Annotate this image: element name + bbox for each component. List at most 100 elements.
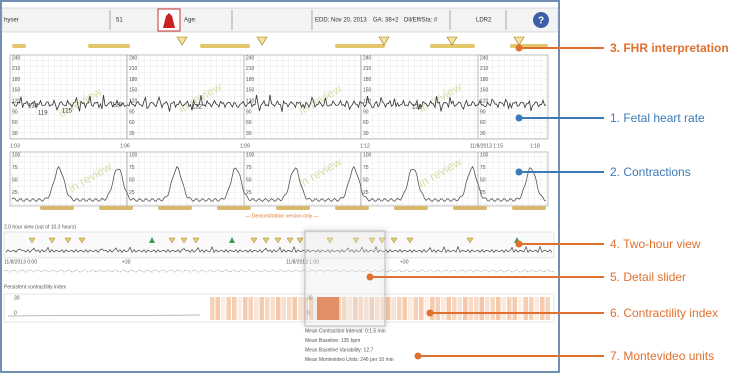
contractility-cell [485, 297, 490, 320]
callout-dot [366, 273, 374, 281]
contractility-cell [496, 297, 501, 320]
contraction-bar [453, 206, 487, 210]
contraction-tick: 100 [129, 152, 138, 158]
demo-notice: — Demonstration version only — [245, 213, 318, 219]
fhr-tick: 90 [129, 109, 135, 115]
contractility-cell [232, 297, 237, 320]
top-bar [1, 7, 559, 33]
callout-dot [515, 240, 523, 248]
fhr-tick: 60 [246, 120, 252, 126]
fhr-tick: 240 [363, 55, 372, 61]
contractility-cell [446, 297, 451, 320]
two-hour-icon [250, 237, 258, 244]
two-hour-icon [262, 237, 270, 244]
fhr-tick: 60 [363, 120, 369, 126]
time-label: 1:09 [240, 143, 250, 149]
interpretation-bar [88, 44, 130, 48]
stat: Mean Baseline Variability: 12.7 [305, 347, 373, 353]
contraction-tick: 25 [129, 190, 135, 196]
contractility-cell [474, 297, 479, 320]
contraction-tick: 25 [363, 190, 369, 196]
contraction-tick: 25 [246, 190, 252, 196]
contractility-cell [545, 297, 550, 320]
contractility-cell [215, 297, 220, 320]
contractility-cell [397, 297, 402, 320]
contraction-bar [335, 206, 369, 210]
bed: LDR2 [476, 18, 492, 24]
ga: GA: 38+2 [373, 18, 399, 24]
two-hour-icon [64, 237, 72, 244]
contractility-cell [287, 297, 292, 320]
fhr-tick: 30 [480, 131, 486, 137]
baseline-label: 135 [28, 104, 39, 110]
stat: Mean Baseline: 135 bpm [305, 338, 360, 344]
two-hour-flag [149, 237, 155, 243]
callout-label: 1. Fetal heart rate [610, 111, 705, 125]
stat: Mean Montevideo Units: 246 per 10 min [305, 357, 394, 363]
time-label: 1:18 [530, 143, 540, 149]
contractility-cell [210, 297, 215, 320]
interpretation-icon [446, 36, 458, 46]
callout-label: 3. FHR interpretation [610, 41, 729, 55]
contractility-cell [479, 297, 484, 320]
interpretation-icon [256, 36, 268, 46]
contractility-cell [386, 297, 391, 320]
callout-label: 2. Contractions [610, 165, 691, 179]
contractility-cell [540, 297, 545, 320]
contractility-tick: 30 [14, 295, 20, 301]
contractility-cell [281, 297, 286, 320]
contraction-trace [11, 165, 547, 203]
two-hour-icon [296, 237, 304, 244]
help-button[interactable] [533, 12, 549, 28]
time-label: 11/8/2013 1:15 [470, 143, 503, 149]
contractility-cell [276, 297, 281, 320]
contractility-cell [523, 297, 528, 320]
contraction-bar [217, 206, 251, 210]
contractility-cell [468, 297, 473, 320]
contraction-bar [394, 206, 428, 210]
fhr-tick: 60 [12, 120, 18, 126]
fhr-tick: 240 [129, 55, 138, 61]
contractility-cell [452, 297, 457, 320]
callout-dot [515, 44, 523, 52]
callout-label: 6. Contractility index [610, 306, 718, 320]
fhr-tick: 210 [129, 66, 138, 72]
contraction-tick: 75 [129, 165, 135, 171]
contraction-bar [276, 206, 310, 210]
contraction-tick: 100 [480, 152, 489, 158]
baseline-label: 131 [412, 105, 423, 111]
contractility-cell [430, 297, 435, 320]
contractility-cell [529, 297, 534, 320]
two-hour-icon [286, 237, 294, 244]
edd: EDD: Nov 20, 2013 [315, 18, 367, 24]
two-hour-flag [229, 237, 235, 243]
contractility-cell [265, 297, 270, 320]
contraction-bar [512, 206, 546, 210]
fhr-tick: 240 [12, 55, 21, 61]
contractility-cell [457, 297, 462, 320]
contraction-tick: 25 [12, 190, 18, 196]
contractility-cell [402, 297, 407, 320]
contraction-bar [99, 206, 133, 210]
contraction-tick: 100 [246, 152, 255, 158]
fhr-tick: 240 [246, 55, 255, 61]
contractility-cell [248, 297, 253, 320]
contractility-tick: 0 [14, 310, 17, 316]
two-hour-time: +30 [400, 259, 409, 265]
contraction-tick: 50 [246, 177, 252, 183]
fhr-tick: 30 [246, 131, 252, 137]
help-label: ? [538, 16, 544, 27]
two-hour-title: 2.0 hour view (out of 10.3 hours) [4, 224, 76, 230]
contractility-cell [237, 297, 242, 320]
callout-label: 5. Detail slider [610, 270, 686, 284]
contraction-tick: 50 [363, 177, 369, 183]
callout-dot [515, 168, 523, 176]
contractility-cell [292, 297, 297, 320]
two-hour-time: 11/8/2013 0:00 [4, 259, 37, 265]
two-hour-icon [180, 237, 188, 244]
fhr-tick: 120 [12, 99, 21, 105]
fhr-tick: 30 [129, 131, 135, 137]
fhr-tick: 240 [480, 55, 489, 61]
fhr-tick: 180 [480, 77, 489, 83]
contraction-tick: 25 [480, 190, 486, 196]
